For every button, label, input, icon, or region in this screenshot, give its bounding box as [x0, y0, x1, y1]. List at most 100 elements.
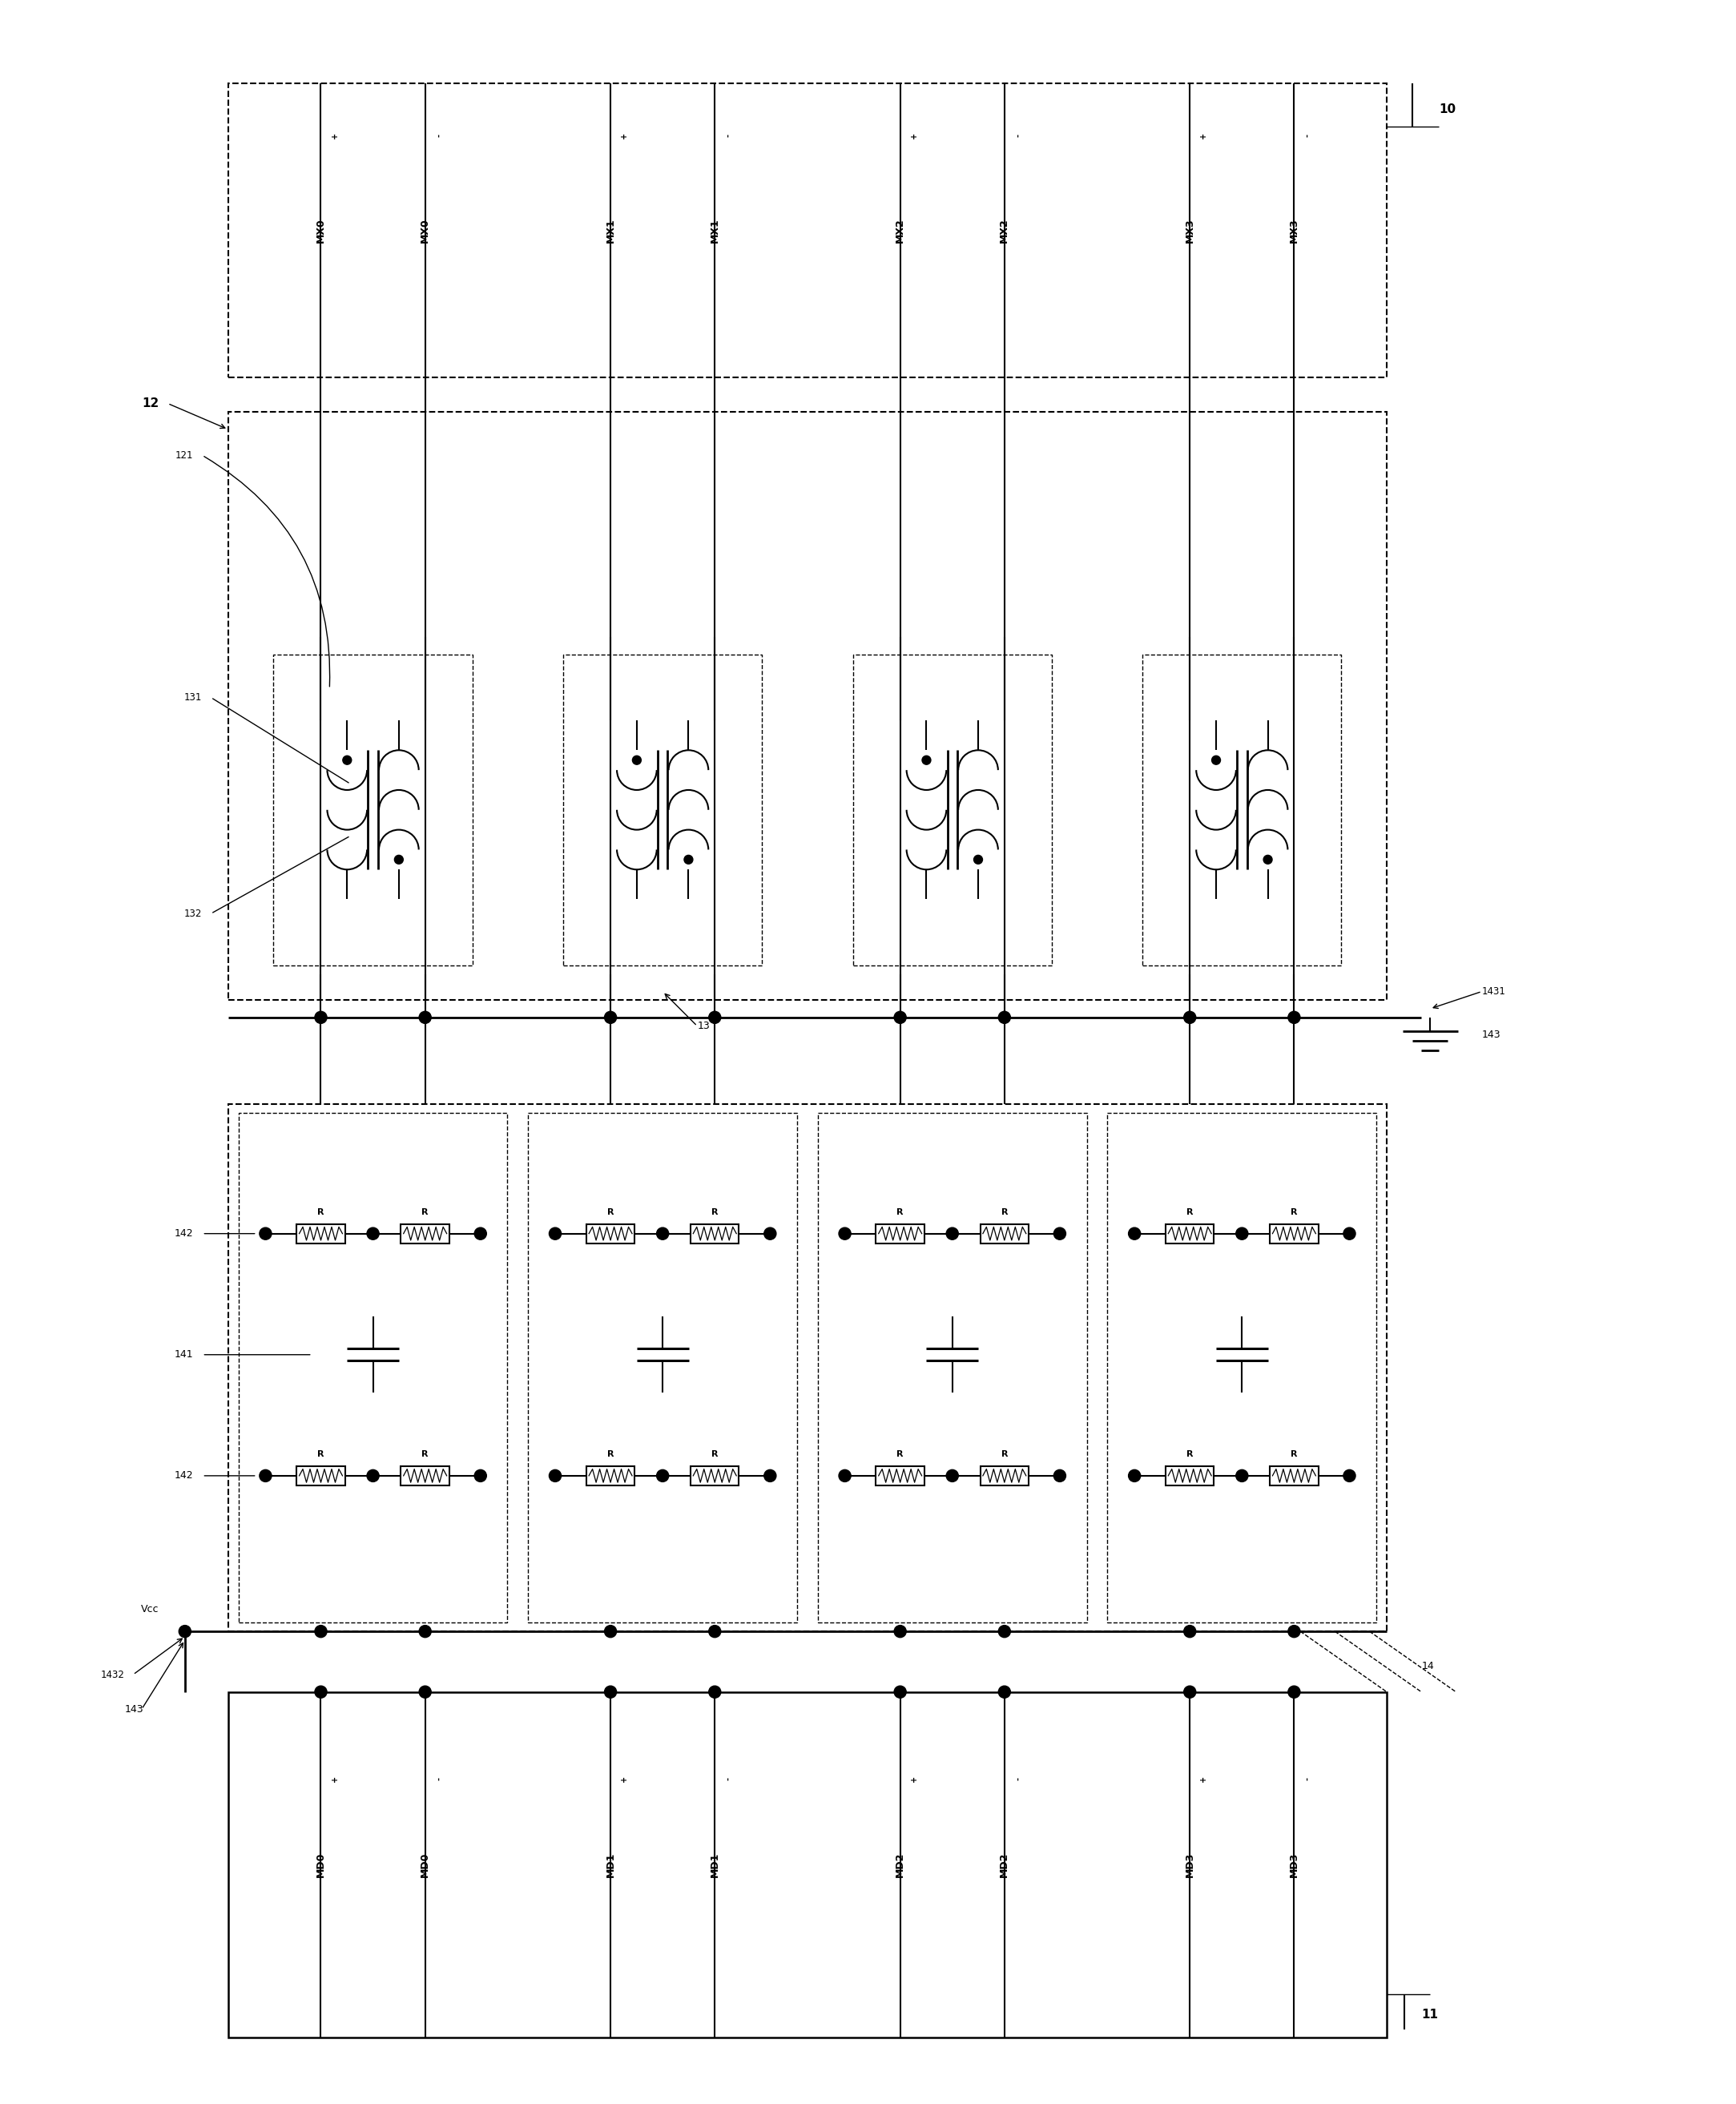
- Bar: [274, 654, 472, 966]
- Text: +: +: [910, 133, 918, 139]
- Text: 143: 143: [1483, 1029, 1502, 1039]
- Text: MX1: MX1: [710, 219, 720, 242]
- Text: R: R: [898, 1208, 903, 1216]
- Circle shape: [1128, 1227, 1141, 1239]
- Text: -: -: [436, 135, 443, 137]
- Bar: [981, 1466, 1029, 1485]
- Text: MX2: MX2: [896, 219, 906, 242]
- Circle shape: [259, 1227, 271, 1239]
- Circle shape: [179, 1626, 191, 1637]
- Circle shape: [632, 755, 641, 764]
- Bar: [227, 1105, 1387, 1631]
- Text: R: R: [1002, 1450, 1009, 1458]
- Text: +: +: [330, 133, 339, 139]
- Bar: [401, 1225, 450, 1243]
- Circle shape: [1344, 1227, 1356, 1239]
- Text: R: R: [1290, 1208, 1297, 1216]
- Text: +: +: [910, 1776, 918, 1782]
- Bar: [227, 1692, 1387, 2039]
- Text: MX1: MX1: [606, 219, 616, 242]
- Bar: [227, 412, 1387, 999]
- Circle shape: [998, 1012, 1010, 1023]
- Text: 13: 13: [698, 1020, 710, 1031]
- Bar: [528, 1113, 797, 1622]
- Bar: [1108, 1113, 1377, 1622]
- Circle shape: [366, 1227, 378, 1239]
- Circle shape: [604, 1626, 616, 1637]
- Bar: [297, 1225, 345, 1243]
- Text: -: -: [724, 1776, 733, 1780]
- Text: Vcc: Vcc: [141, 1603, 160, 1614]
- Circle shape: [1054, 1227, 1066, 1239]
- Text: -: -: [1014, 135, 1023, 137]
- Bar: [691, 1225, 740, 1243]
- Text: 10: 10: [1439, 103, 1455, 116]
- Text: R: R: [608, 1208, 615, 1216]
- Circle shape: [549, 1227, 561, 1239]
- Circle shape: [708, 1685, 720, 1698]
- Bar: [877, 1466, 924, 1485]
- Bar: [1271, 1466, 1318, 1485]
- Circle shape: [1236, 1471, 1248, 1481]
- Circle shape: [998, 1626, 1010, 1637]
- Circle shape: [708, 1626, 720, 1637]
- Bar: [238, 1113, 507, 1622]
- Text: 1431: 1431: [1483, 987, 1505, 997]
- Circle shape: [1264, 854, 1272, 865]
- Text: MX2: MX2: [1000, 219, 1010, 242]
- Circle shape: [1212, 755, 1220, 764]
- Circle shape: [1184, 1626, 1196, 1637]
- Text: MD3: MD3: [1288, 1852, 1299, 1877]
- Circle shape: [946, 1471, 958, 1481]
- Bar: [227, 84, 1387, 377]
- Text: R: R: [318, 1208, 325, 1216]
- Bar: [981, 1225, 1029, 1243]
- Text: 1432: 1432: [101, 1668, 125, 1679]
- Circle shape: [838, 1471, 851, 1481]
- Text: 142: 142: [175, 1471, 193, 1481]
- Bar: [587, 1466, 635, 1485]
- Text: MD2: MD2: [1000, 1852, 1010, 1877]
- Circle shape: [604, 1012, 616, 1023]
- Text: MD1: MD1: [606, 1852, 616, 1877]
- Text: MD3: MD3: [1184, 1852, 1194, 1877]
- Circle shape: [998, 1685, 1010, 1698]
- Bar: [852, 654, 1052, 966]
- Text: MX3: MX3: [1184, 219, 1194, 242]
- Text: -: -: [1304, 135, 1312, 137]
- Text: R: R: [1002, 1208, 1009, 1216]
- Text: MD0: MD0: [316, 1852, 326, 1877]
- Text: 14: 14: [1422, 1660, 1434, 1671]
- Text: +: +: [620, 1776, 628, 1782]
- Text: +: +: [1200, 133, 1208, 139]
- Text: MX0: MX0: [316, 219, 326, 242]
- Text: R: R: [1290, 1450, 1297, 1458]
- Bar: [1142, 654, 1342, 966]
- Text: R: R: [712, 1450, 719, 1458]
- Bar: [691, 1466, 740, 1485]
- Text: +: +: [620, 133, 628, 139]
- Text: R: R: [1186, 1208, 1193, 1216]
- Circle shape: [474, 1471, 486, 1481]
- Circle shape: [394, 854, 403, 865]
- Circle shape: [1184, 1012, 1196, 1023]
- Bar: [562, 654, 762, 966]
- Circle shape: [764, 1471, 776, 1481]
- Circle shape: [604, 1685, 616, 1698]
- Circle shape: [314, 1626, 326, 1637]
- Bar: [401, 1466, 450, 1485]
- Circle shape: [418, 1012, 431, 1023]
- Bar: [1165, 1225, 1213, 1243]
- Bar: [1165, 1466, 1213, 1485]
- Circle shape: [974, 854, 983, 865]
- Circle shape: [1344, 1471, 1356, 1481]
- Text: +: +: [1200, 1776, 1208, 1782]
- Circle shape: [1054, 1471, 1066, 1481]
- Circle shape: [1288, 1685, 1300, 1698]
- Circle shape: [418, 1626, 431, 1637]
- Text: 131: 131: [184, 692, 201, 703]
- Text: 11: 11: [1422, 2009, 1437, 2020]
- Circle shape: [549, 1471, 561, 1481]
- Text: +: +: [330, 1776, 339, 1782]
- Text: MD2: MD2: [896, 1852, 906, 1877]
